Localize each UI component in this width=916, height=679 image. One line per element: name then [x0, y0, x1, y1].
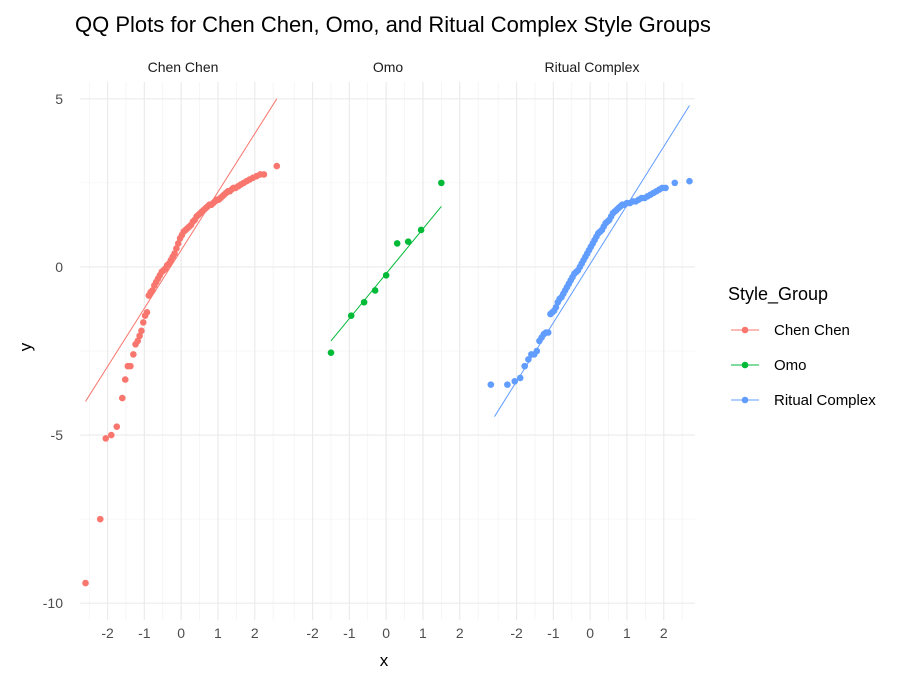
- x-tick-label: 0: [177, 625, 185, 641]
- x-tick-label: 1: [214, 625, 222, 641]
- y-tick-label: -10: [43, 595, 63, 611]
- x-tick-label: -1: [343, 625, 356, 641]
- x-tick-label: -1: [547, 625, 560, 641]
- data-point: [107, 431, 115, 439]
- data-point: [533, 347, 541, 355]
- legend-title: Style_Group: [728, 284, 828, 305]
- data-point: [273, 162, 281, 170]
- data-point: [174, 240, 182, 247]
- data-point: [511, 377, 519, 385]
- data-point: [136, 332, 143, 340]
- data-point: [521, 362, 528, 370]
- data-point: [138, 327, 145, 335]
- data-point: [504, 381, 511, 388]
- data-point: [662, 184, 669, 192]
- data-point: [516, 374, 524, 382]
- data-point: [360, 298, 368, 306]
- legend-entry-chen-chen: Chen Chen: [731, 322, 850, 339]
- data-point: [544, 329, 552, 336]
- y-tick-label: -5: [51, 427, 64, 443]
- data-point: [393, 240, 401, 247]
- facet-strip-label: Chen Chen: [148, 59, 219, 75]
- data-point: [671, 179, 679, 187]
- x-tick-label: 2: [456, 625, 464, 641]
- facet-strip-label: Omo: [373, 59, 404, 75]
- x-tick-label: 0: [382, 625, 390, 641]
- x-tick-label: -2: [306, 625, 319, 641]
- data-point: [119, 394, 126, 402]
- data-point: [382, 272, 390, 279]
- facet-panel-omo: Omo -2 -1 0 1 2: [285, 59, 491, 641]
- data-point: [96, 515, 104, 523]
- x-tick-label: 2: [660, 625, 668, 641]
- data-point: [121, 376, 129, 383]
- legend-key-point: [741, 396, 749, 404]
- legend-key-point: [741, 326, 749, 334]
- data-point: [173, 245, 180, 252]
- data-point: [139, 319, 147, 326]
- data-point: [371, 287, 379, 294]
- data-point: [525, 356, 532, 363]
- data-point: [134, 337, 142, 345]
- facet-strip-label: Ritual Complex: [545, 59, 640, 75]
- data-point: [347, 312, 355, 319]
- legend: Style_Group Chen Chen Omo Ritual Complex: [728, 284, 876, 409]
- data-point: [82, 579, 89, 587]
- data-point: [260, 171, 268, 178]
- chart-title: QQ Plots for Chen Chen, Omo, and Ritual …: [75, 12, 711, 37]
- legend-entry-omo: Omo: [731, 357, 807, 374]
- x-tick-label: 2: [251, 625, 259, 641]
- legend-entry-ritual-complex: Ritual Complex: [731, 392, 876, 409]
- facet-panel-chen-chen: Chen Chen -2 -1 0 1 2: [80, 59, 286, 641]
- x-tick-label: -2: [510, 625, 523, 641]
- data-point: [404, 238, 412, 246]
- x-tick-label: 1: [419, 625, 427, 641]
- x-tick-label: -1: [138, 625, 151, 641]
- data-point: [686, 177, 693, 185]
- y-axis-title: y: [16, 342, 35, 351]
- x-tick-label: 1: [623, 625, 631, 641]
- data-point: [327, 349, 335, 356]
- legend-label: Omo: [774, 357, 807, 374]
- data-point: [171, 250, 178, 257]
- legend-key-point: [741, 361, 749, 369]
- x-tick-label: 0: [586, 625, 594, 641]
- data-point: [130, 351, 137, 358]
- data-point: [149, 287, 156, 294]
- x-tick-label: -2: [101, 625, 114, 641]
- y-tick-label: 5: [55, 91, 63, 107]
- data-point: [127, 362, 134, 370]
- data-point: [113, 423, 121, 430]
- y-tick-label: 0: [55, 259, 63, 275]
- legend-label: Chen Chen: [774, 322, 850, 339]
- data-point: [417, 226, 425, 234]
- facet-panel-ritual-complex: Ritual Complex -2 -1 0 1 2: [487, 59, 695, 641]
- qq-reference-line: [85, 98, 278, 402]
- x-axis-title: x: [380, 651, 389, 670]
- data-point: [487, 381, 495, 388]
- data-point: [552, 303, 560, 311]
- legend-label: Ritual Complex: [774, 392, 876, 409]
- data-point: [143, 309, 151, 316]
- data-point: [438, 179, 445, 187]
- data-point: [102, 435, 110, 442]
